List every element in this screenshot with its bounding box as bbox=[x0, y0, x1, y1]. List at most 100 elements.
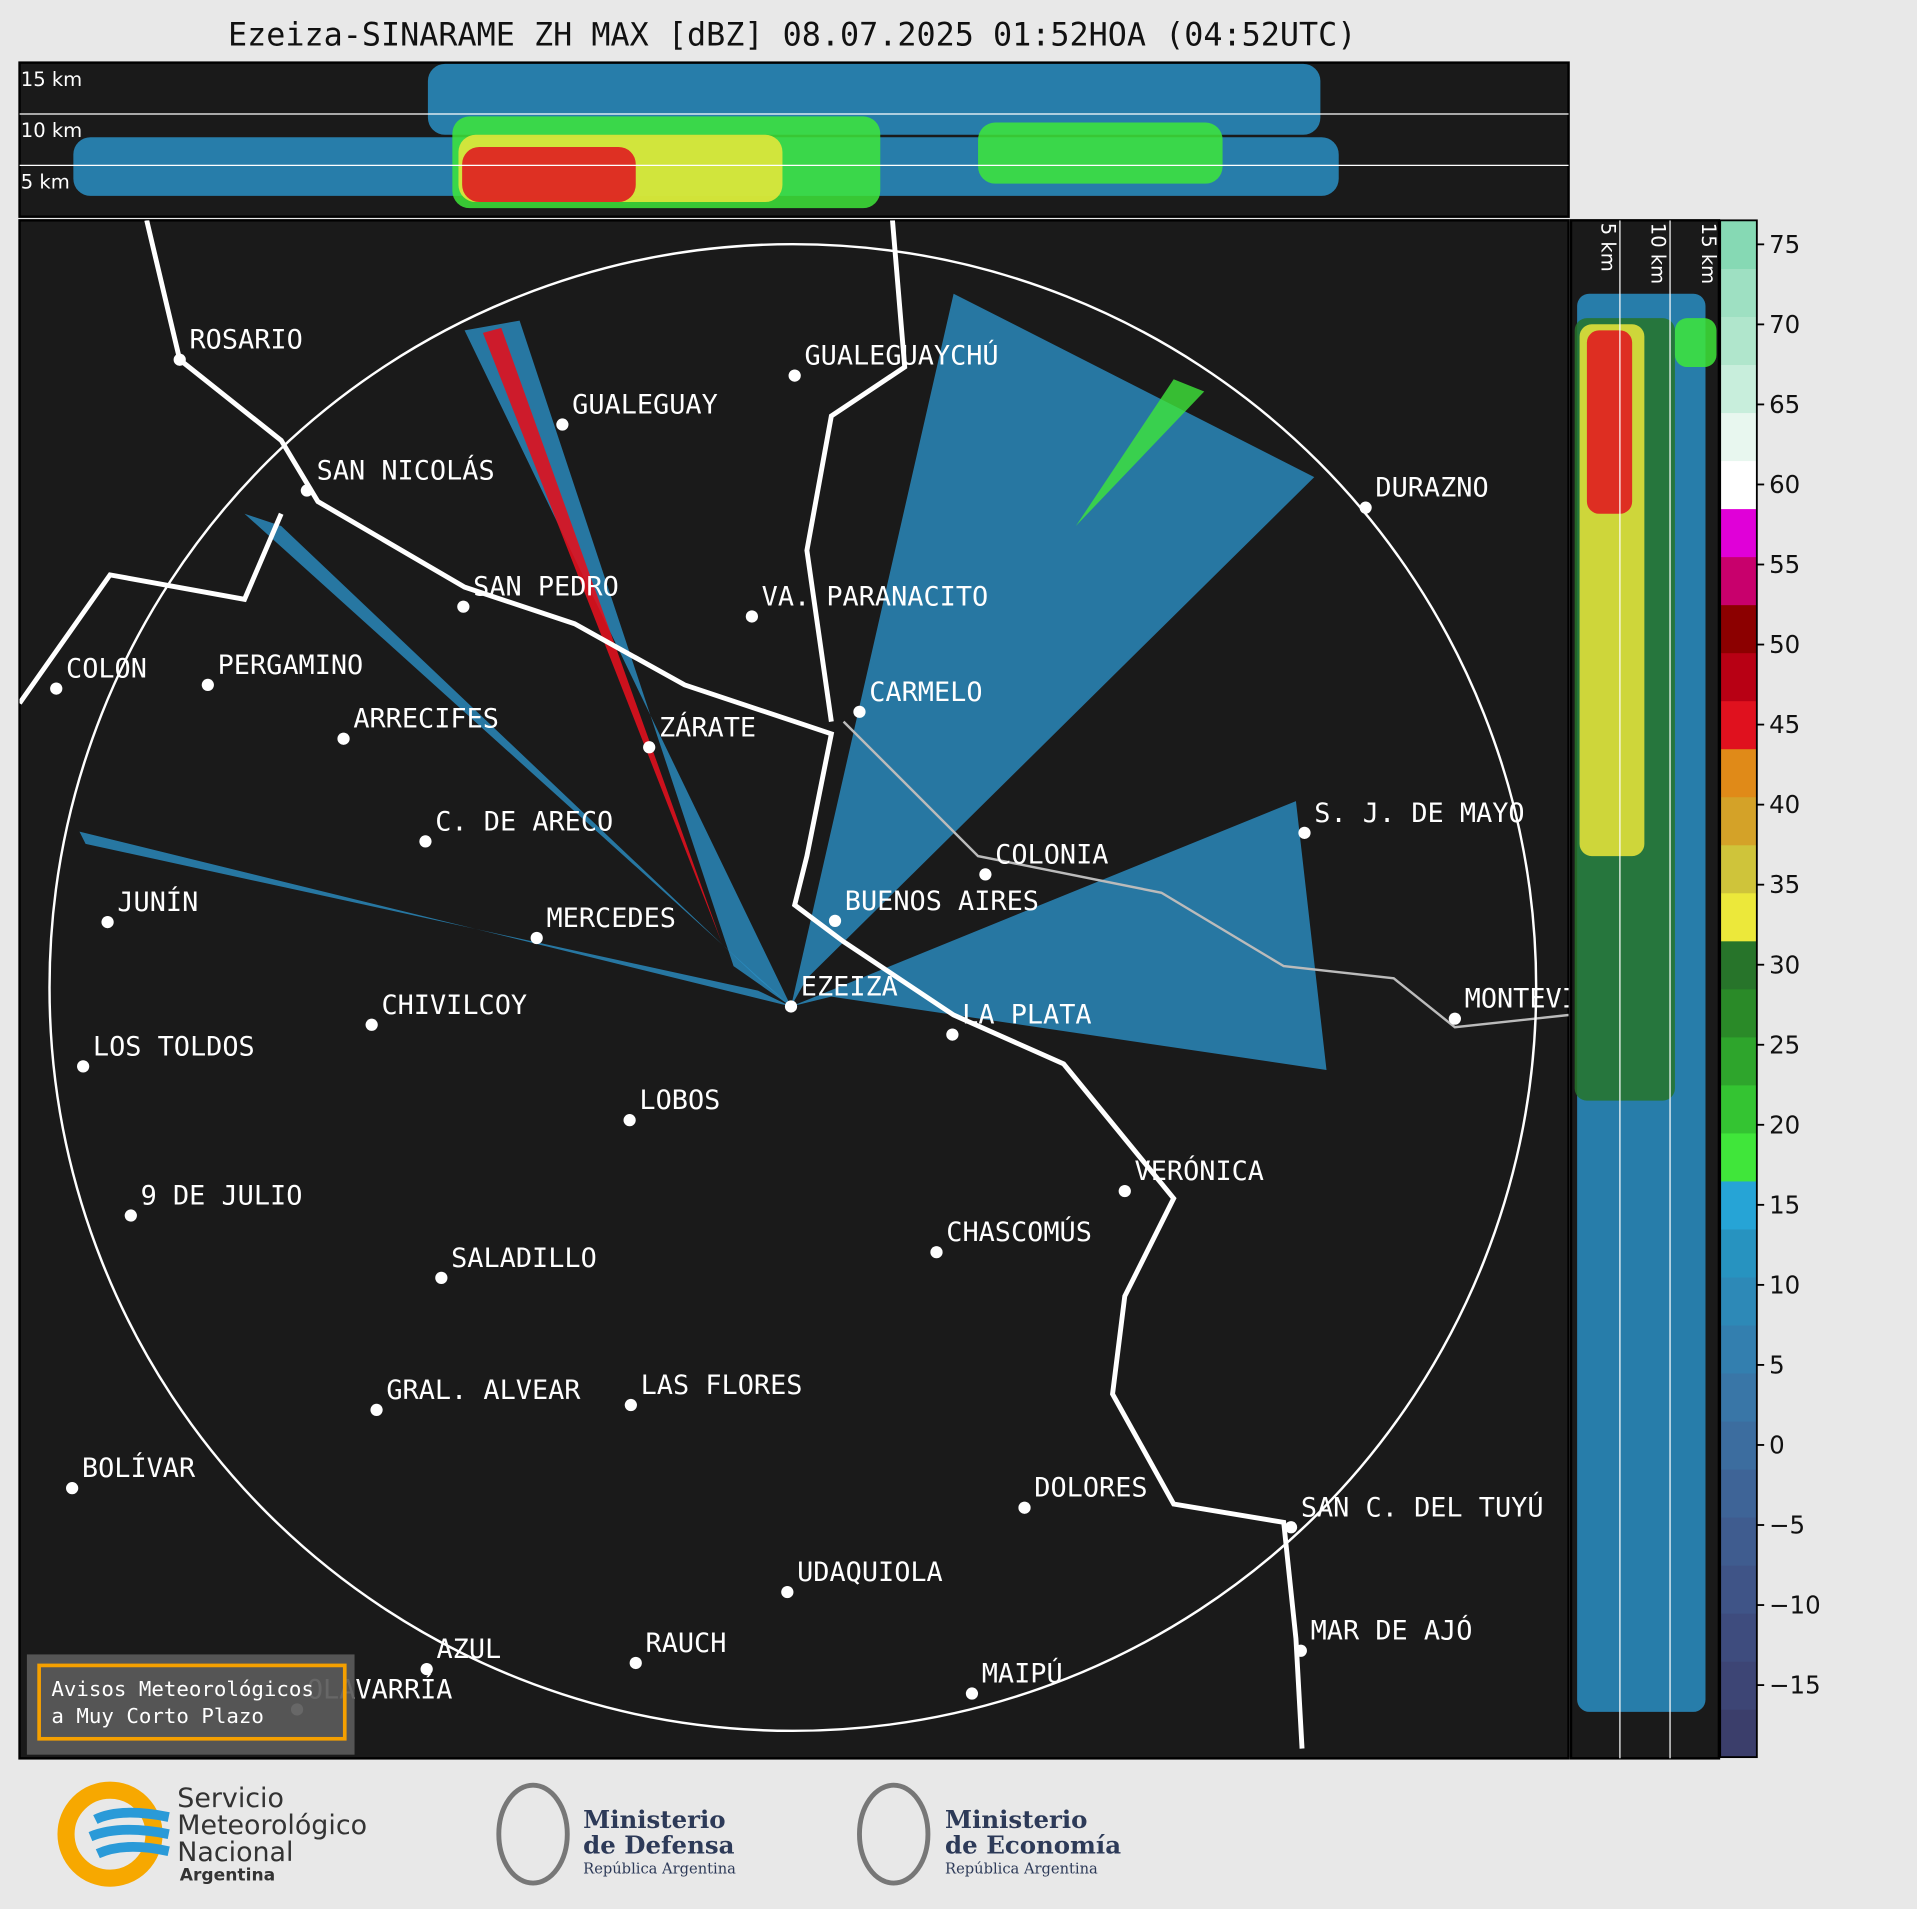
notice-box: Avisos Meteorológicos a Muy Corto Plazo bbox=[26, 1654, 355, 1755]
colorbar-tick-label: 50 bbox=[1769, 630, 1800, 659]
city-label: RAUCH bbox=[646, 1628, 727, 1659]
defensa-shield bbox=[496, 1782, 570, 1886]
city-dot bbox=[1359, 501, 1372, 514]
colorbar-tick-label: 10 bbox=[1769, 1270, 1800, 1299]
color-segment bbox=[1720, 1180, 1757, 1230]
city-dot bbox=[77, 1060, 90, 1073]
echo bbox=[791, 801, 1327, 1071]
color-segment bbox=[1720, 892, 1757, 942]
color-segment bbox=[1720, 988, 1757, 1038]
city-label: 9 DE JULIO bbox=[141, 1181, 303, 1212]
city-label: MAIPÚ bbox=[982, 1658, 1063, 1690]
city-dot bbox=[457, 600, 470, 613]
city-label: C. DE ARECO bbox=[435, 806, 613, 837]
city-label: SAN C. DEL TUYÚ bbox=[1301, 1491, 1544, 1523]
color-segment bbox=[1720, 1516, 1757, 1566]
city-label: S. J. DE MAYO bbox=[1314, 798, 1524, 829]
colorbar-frame bbox=[1719, 219, 1758, 1759]
river bbox=[144, 220, 1305, 1749]
city-dot bbox=[930, 1246, 943, 1259]
city-dot bbox=[300, 484, 313, 497]
border bbox=[19, 512, 284, 705]
echo bbox=[791, 293, 1315, 1007]
city-label: SAN NICOLÁS bbox=[317, 455, 495, 487]
river bbox=[804, 220, 908, 722]
color-segment bbox=[1720, 1420, 1757, 1470]
city-label: DOLORES bbox=[1034, 1473, 1147, 1504]
echo bbox=[978, 122, 1223, 184]
color-segment bbox=[1720, 1276, 1757, 1326]
city-label: BUENOS AIRES bbox=[845, 886, 1039, 917]
colorbar-tick-label: 55 bbox=[1769, 550, 1800, 579]
city-label: COLON bbox=[66, 654, 147, 685]
city-dot bbox=[435, 1271, 448, 1284]
color-segment bbox=[1720, 748, 1757, 798]
defensa-text: Ministerio bbox=[583, 1805, 725, 1834]
colorbar-tick-label: 75 bbox=[1769, 230, 1800, 259]
city-dot bbox=[1118, 1184, 1131, 1198]
city-dot bbox=[556, 418, 569, 431]
title: Ezeiza-SINARAME ZH MAX [dBZ] 08.07.2025 … bbox=[228, 18, 1356, 54]
city-label: VERÓNICA bbox=[1135, 1155, 1264, 1187]
city-label: MAR DE AJÓ bbox=[1311, 1615, 1473, 1647]
height-label: 5 km bbox=[1597, 223, 1620, 272]
city-dot bbox=[530, 931, 543, 945]
side-profile: 5 km 10 km 15 km bbox=[1574, 220, 1720, 1759]
color-segment bbox=[1720, 1661, 1757, 1710]
color-segment bbox=[1720, 1228, 1757, 1278]
map: ROSARIO GUALEGUAYCHÚ GUALEGUAY SAN NICOLÁS D… bbox=[19, 220, 1627, 1749]
economia-text: Ministerio bbox=[945, 1805, 1087, 1834]
economia-text: de Economía bbox=[945, 1831, 1121, 1860]
top-profile: 15 km 10 km 5 km bbox=[19, 63, 1569, 209]
city-label: CARMELO bbox=[869, 677, 982, 708]
city-label: MONTEVIDEO bbox=[1465, 984, 1627, 1015]
colorbar-tick-label: 35 bbox=[1769, 870, 1800, 899]
city-dot bbox=[419, 835, 432, 848]
colorbar-tick-label: 65 bbox=[1769, 390, 1800, 419]
color-segment bbox=[1720, 412, 1757, 462]
city-dot bbox=[50, 682, 63, 695]
economia-shield bbox=[857, 1782, 931, 1886]
city-label: COLONIA bbox=[995, 839, 1108, 870]
city-dot bbox=[1298, 826, 1311, 839]
height-label: 10 km bbox=[21, 119, 82, 142]
city-label: CHASCOMÚS bbox=[946, 1216, 1092, 1248]
height-label: 15 km bbox=[1697, 223, 1720, 284]
colorbar-tick-label: 30 bbox=[1769, 950, 1800, 979]
city-dot bbox=[965, 1687, 979, 1700]
colorbar-tick-label: 45 bbox=[1769, 710, 1800, 739]
color-segment bbox=[1720, 700, 1757, 750]
color-segment bbox=[1720, 940, 1757, 990]
color-segment bbox=[1720, 1084, 1757, 1134]
echo bbox=[1674, 318, 1717, 368]
colorbar-tick-label: 70 bbox=[1769, 310, 1800, 339]
color-segment bbox=[1720, 1372, 1757, 1422]
city-dot bbox=[101, 915, 114, 929]
height-label: 15 km bbox=[21, 68, 82, 91]
city-label: MERCEDES bbox=[546, 903, 675, 934]
city-dot bbox=[173, 353, 186, 366]
city-label: AZUL bbox=[436, 1634, 501, 1665]
echo bbox=[482, 327, 722, 942]
colorbar-tick-label: 40 bbox=[1769, 790, 1800, 819]
color-segment bbox=[1720, 1036, 1757, 1086]
color-segment bbox=[1720, 556, 1757, 606]
city-label: ZÁRATE bbox=[659, 711, 756, 743]
color-segment bbox=[1720, 652, 1757, 702]
city-label: BOLÍVAR bbox=[82, 1452, 196, 1484]
color-segment bbox=[1720, 460, 1757, 510]
city-label: DURAZNO bbox=[1375, 473, 1488, 504]
smn-text: Argentina bbox=[180, 1866, 275, 1886]
city-label: LOBOS bbox=[639, 1085, 720, 1116]
city-label: PERGAMINO bbox=[218, 650, 364, 681]
defensa-text: República Argentina bbox=[583, 1860, 736, 1877]
map-panel bbox=[18, 219, 1570, 1760]
city-label: GUALEGUAY bbox=[572, 390, 718, 421]
colorbar-tick-label: 5 bbox=[1769, 1350, 1785, 1379]
color-segment bbox=[1720, 316, 1757, 366]
echo bbox=[1586, 330, 1633, 514]
city-dot bbox=[1018, 1501, 1031, 1514]
